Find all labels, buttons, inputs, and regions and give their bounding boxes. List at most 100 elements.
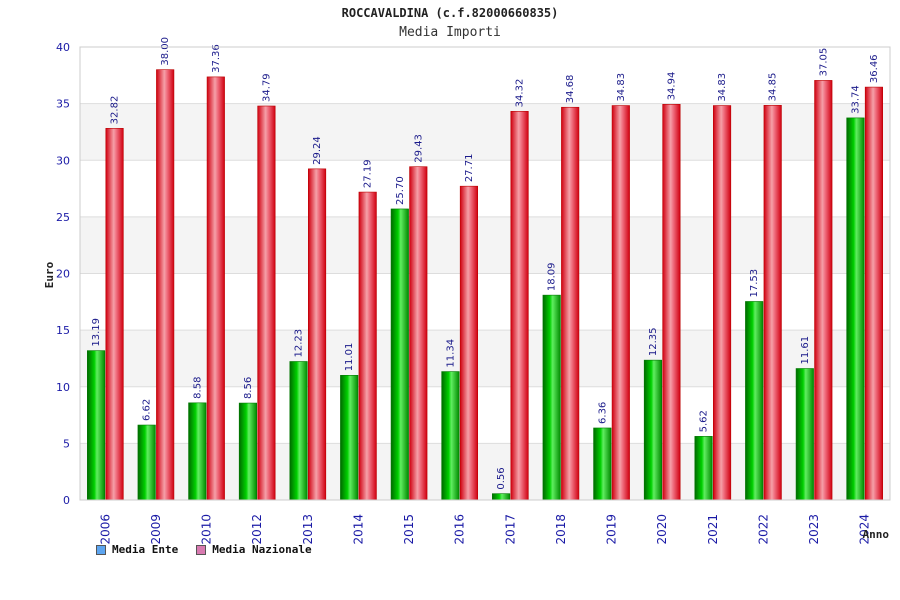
data-label-media-nazionale: 34.85 bbox=[768, 73, 779, 102]
x-tick-label: 2013 bbox=[301, 514, 315, 545]
bar-media-ente bbox=[795, 368, 814, 501]
data-label-media-nazionale: 38.00 bbox=[160, 37, 171, 66]
plot-frame bbox=[79, 46, 891, 501]
data-label-media-ente: 11.34 bbox=[445, 339, 456, 368]
data-label-media-nazionale: 34.68 bbox=[565, 75, 576, 104]
bar-media-ente bbox=[289, 361, 308, 501]
x-tick-label: 2006 bbox=[98, 514, 112, 545]
bar-media-ente bbox=[87, 350, 106, 501]
bar-media-nazionale bbox=[358, 191, 377, 501]
legend-item-media-nazionale: Media Nazionale bbox=[196, 543, 312, 556]
bar-media-nazionale bbox=[257, 105, 276, 501]
bar-media-nazionale bbox=[308, 168, 327, 501]
legend-item-media-ente: Media Ente bbox=[96, 543, 178, 556]
bar-media-nazionale bbox=[763, 105, 782, 501]
y-tick-label: 5 bbox=[63, 437, 70, 450]
bar-media-ente bbox=[694, 436, 713, 501]
y-tick-label: 35 bbox=[56, 98, 70, 111]
legend-label-media-ente: Media Ente bbox=[112, 543, 179, 556]
data-label-media-nazionale: 27.19 bbox=[363, 159, 374, 188]
x-tick-label: 2021 bbox=[706, 514, 720, 545]
data-label-media-ente: 11.61 bbox=[800, 336, 811, 365]
bar-media-nazionale bbox=[409, 166, 428, 501]
x-tick-label: 2015 bbox=[402, 514, 416, 545]
bar-media-nazionale bbox=[206, 76, 225, 501]
bar-media-ente bbox=[492, 493, 511, 501]
x-tick-label: 2017 bbox=[503, 514, 517, 545]
x-tick-label: 2022 bbox=[756, 514, 770, 545]
bar-media-ente bbox=[643, 359, 662, 501]
data-label-media-nazionale: 34.32 bbox=[515, 79, 526, 108]
data-label-media-ente: 5.62 bbox=[699, 410, 710, 432]
y-tick-label: 25 bbox=[56, 211, 70, 224]
legend-label-media-nazionale: Media Nazionale bbox=[212, 543, 312, 556]
bar-media-ente bbox=[745, 301, 764, 501]
bar-media-ente bbox=[137, 424, 156, 501]
data-label-media-nazionale: 37.36 bbox=[211, 44, 222, 73]
data-label-media-ente: 8.58 bbox=[192, 377, 203, 399]
x-tick-label: 2019 bbox=[605, 514, 619, 545]
data-label-media-nazionale: 34.79 bbox=[261, 73, 272, 102]
y-tick-label: 0 bbox=[63, 494, 70, 507]
legend: Media Ente Media Nazionale bbox=[96, 543, 312, 556]
bar-media-nazionale bbox=[611, 105, 630, 501]
data-label-media-nazionale: 34.83 bbox=[616, 73, 627, 102]
legend-swatch-media-ente bbox=[96, 544, 106, 555]
bar-media-nazionale bbox=[510, 111, 529, 501]
x-tick-label: 2014 bbox=[351, 514, 365, 545]
data-label-media-ente: 6.62 bbox=[142, 399, 153, 421]
bar-media-nazionale bbox=[864, 86, 883, 501]
bar-media-nazionale bbox=[105, 128, 124, 501]
y-tick-label: 20 bbox=[56, 268, 70, 281]
data-label-media-ente: 17.53 bbox=[749, 269, 760, 298]
legend-swatch-media-nazionale bbox=[196, 544, 207, 555]
data-label-media-nazionale: 34.83 bbox=[717, 73, 728, 102]
data-label-media-ente: 18.09 bbox=[547, 262, 558, 291]
y-tick-label: 10 bbox=[56, 381, 70, 394]
data-label-media-ente: 13.19 bbox=[91, 318, 102, 347]
bar-media-ente bbox=[441, 371, 460, 501]
data-label-media-ente: 33.74 bbox=[850, 85, 861, 114]
x-tick-label: 2024 bbox=[858, 514, 872, 545]
bar-media-ente bbox=[238, 402, 257, 501]
x-tick-label: 2009 bbox=[149, 514, 163, 545]
bar-media-nazionale bbox=[561, 106, 580, 501]
data-label-media-nazionale: 29.43 bbox=[413, 134, 424, 163]
x-axis-title: Anno bbox=[863, 528, 890, 541]
bar-media-nazionale bbox=[662, 104, 681, 501]
data-label-media-ente: 0.56 bbox=[496, 467, 507, 489]
bar-media-nazionale bbox=[156, 69, 175, 501]
x-tick-label: 2012 bbox=[250, 514, 264, 545]
data-label-media-nazionale: 32.82 bbox=[110, 96, 121, 125]
x-tick-label: 2018 bbox=[554, 514, 568, 545]
data-label-media-ente: 25.70 bbox=[395, 176, 406, 205]
bar-media-ente bbox=[390, 208, 409, 501]
x-tick-label: 2020 bbox=[655, 514, 669, 545]
y-tick-label: 30 bbox=[56, 154, 70, 167]
bar-media-ente bbox=[593, 427, 612, 501]
bar-media-nazionale bbox=[814, 80, 833, 501]
y-axis-title: Euro bbox=[43, 261, 56, 288]
chart-title: ROCCAVALDINA (c.f.82000660835) bbox=[341, 6, 559, 20]
data-label-media-ente: 6.36 bbox=[597, 402, 608, 424]
data-label-media-nazionale: 36.46 bbox=[869, 54, 880, 83]
y-tick-label: 40 bbox=[56, 41, 70, 54]
bar-media-ente bbox=[846, 117, 865, 501]
data-label-media-nazionale: 34.94 bbox=[666, 72, 677, 101]
data-label-media-nazionale: 37.05 bbox=[818, 48, 829, 77]
bar-media-ente bbox=[188, 402, 207, 501]
y-tick-label: 15 bbox=[56, 324, 70, 337]
data-label-media-ente: 11.01 bbox=[344, 343, 355, 372]
data-label-media-ente: 8.56 bbox=[243, 377, 254, 399]
data-label-media-ente: 12.23 bbox=[294, 329, 305, 358]
data-label-media-ente: 12.35 bbox=[648, 327, 659, 356]
bar-media-nazionale bbox=[459, 185, 478, 501]
bar-media-ente bbox=[340, 375, 359, 501]
bar-media-nazionale bbox=[713, 105, 732, 501]
chart-subtitle: Media Importi bbox=[399, 25, 501, 40]
x-tick-label: 2010 bbox=[200, 514, 214, 545]
bar-media-ente bbox=[542, 294, 561, 501]
data-label-media-nazionale: 27.71 bbox=[464, 154, 475, 183]
data-label-media-nazionale: 29.24 bbox=[312, 136, 323, 165]
